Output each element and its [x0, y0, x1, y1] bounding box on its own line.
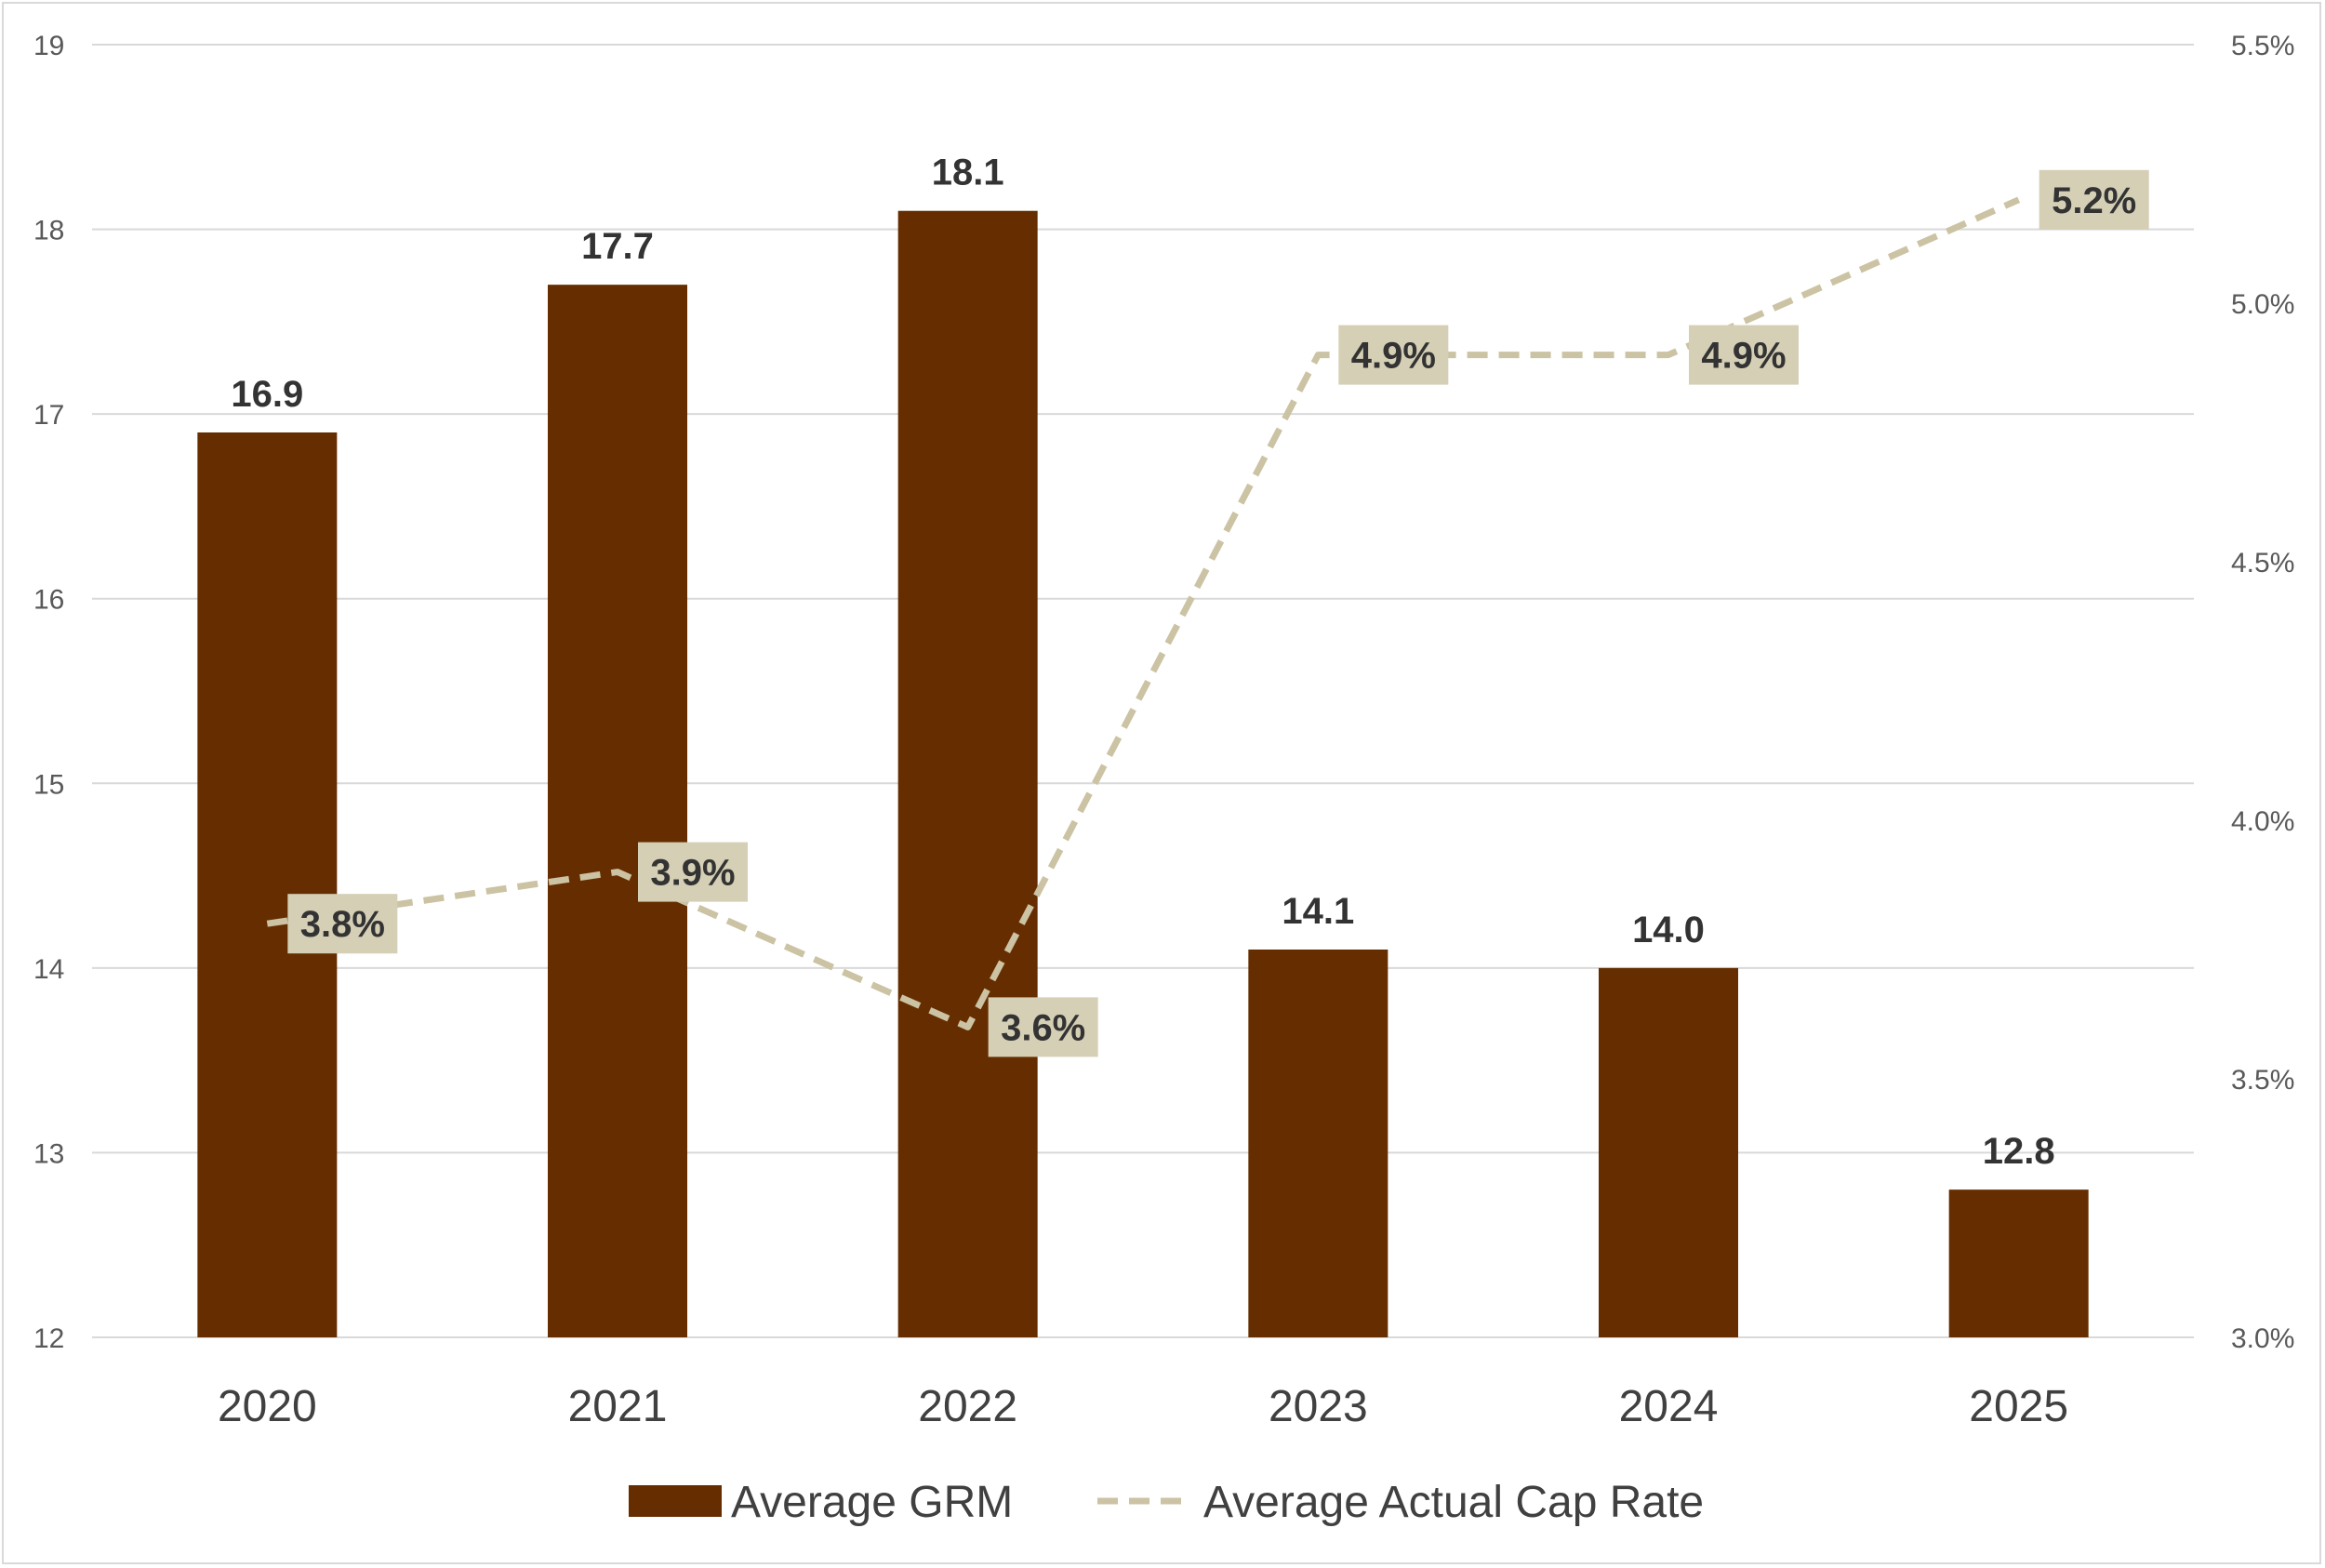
line-label-box-2024: [1689, 325, 1799, 385]
bar-label-2020: 16.9: [231, 374, 303, 415]
legend-label-average-grm: Average GRM: [731, 1478, 1013, 1527]
legend-label-average-actual-cap-rate: Average Actual Cap Rate: [1203, 1478, 1704, 1527]
left-tick-label: 15: [33, 769, 64, 800]
x-tick-label-2024: 2024: [1619, 1382, 1719, 1431]
right-tick-label: 4.5%: [2231, 548, 2294, 578]
line-label-box-2021: [638, 842, 748, 902]
line-label-2020: 3.8%: [300, 904, 385, 945]
bar-label-2022: 18.1: [932, 153, 1004, 193]
bar-data-labels: 16.9 17.7 18.1 14.1 14.0 12.8: [231, 153, 2054, 1172]
bar-2025: [1948, 1189, 2089, 1337]
bar-2020: [197, 432, 338, 1337]
line-label-2022: 3.6%: [1001, 1007, 1085, 1048]
right-tick-label: 5.0%: [2231, 289, 2294, 320]
bar-label-2024: 14.0: [1632, 910, 1705, 950]
bar-2021: [548, 285, 687, 1338]
bar-2022: [897, 210, 1038, 1338]
left-tick-label: 12: [33, 1323, 64, 1354]
left-tick-label: 14: [33, 954, 64, 985]
left-tick-label: 16: [33, 585, 64, 616]
left-tick-label: 17: [33, 400, 64, 431]
bar-series: [197, 210, 2089, 1338]
right-tick-label: 4.0%: [2231, 806, 2294, 837]
line-label-2025: 5.2%: [2052, 180, 2136, 221]
bar-label-2025: 12.8: [1983, 1131, 2055, 1172]
x-tick-label-2022: 2022: [918, 1382, 1017, 1431]
left-tick-label: 18: [33, 216, 64, 246]
line-label-box-2022: [988, 997, 1098, 1057]
x-tick-label-2023: 2023: [1269, 1382, 1368, 1431]
line-label-2024: 4.9%: [1701, 336, 1786, 377]
line-series: [266, 196, 2021, 1030]
left-tick-label: 19: [33, 31, 64, 61]
legend: Average GRM Average Actual Cap Rate: [629, 1478, 1704, 1527]
combo-chart: 12 13 14 15 16 17 18 19 3.0% 3.5% 4.0% 4.5% 5.0% 5.5…: [33, 31, 2294, 1527]
right-axis: 3.0% 3.5% 4.0% 4.5% 5.0% 5.5%: [2231, 31, 2294, 1354]
bar-2023: [1248, 950, 1388, 1337]
bar-label-2023: 14.1: [1282, 891, 1354, 932]
right-tick-label: 3.5%: [2231, 1065, 2294, 1096]
line-label-box-2020: [287, 894, 398, 954]
x-tick-label-2021: 2021: [568, 1382, 668, 1431]
left-tick-label: 13: [33, 1138, 64, 1169]
line-label-box-2023: [1338, 325, 1449, 385]
left-axis: 12 13 14 15 16 17 18 19: [33, 31, 64, 1354]
line-label-box-2025: [2039, 169, 2149, 230]
line-label-2023: 4.9%: [1351, 336, 1436, 377]
right-tick-label: 5.5%: [2231, 31, 2294, 61]
x-tick-label-2020: 2020: [218, 1382, 317, 1431]
bar-2024: [1599, 967, 1738, 1337]
line-label-2021: 3.9%: [650, 853, 735, 894]
bar-label-2021: 17.7: [581, 226, 654, 267]
gridlines: [92, 44, 2194, 1338]
legend-swatch-average-grm: [629, 1485, 722, 1517]
x-axis: 2020 2021 2022 2023 2024 2025: [218, 1382, 2068, 1431]
line-average-actual-cap-rate: [266, 196, 2021, 1030]
line-data-labels: 3.8% 3.9% 3.6% 4.9% 4.9% 5.2%: [287, 169, 2149, 1057]
right-tick-label: 3.0%: [2231, 1323, 2294, 1354]
x-tick-label-2025: 2025: [1969, 1382, 2068, 1431]
